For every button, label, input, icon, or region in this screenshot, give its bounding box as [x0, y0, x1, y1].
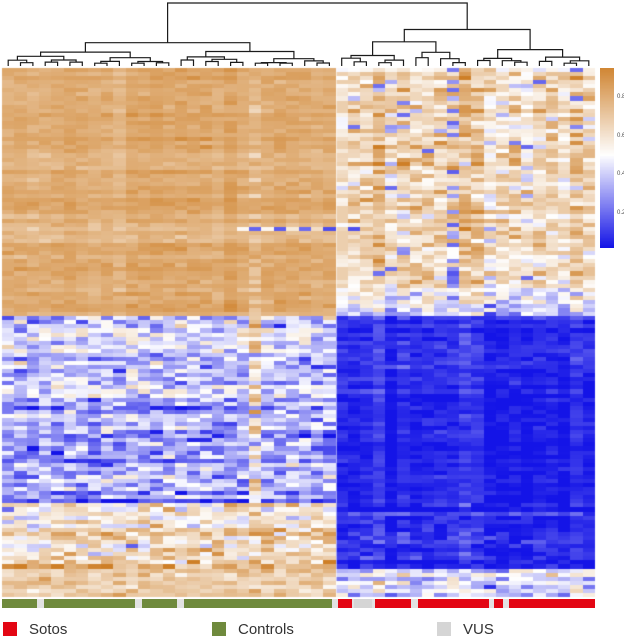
annotation-segment-vus	[354, 599, 372, 608]
annotation-segment-controls	[2, 599, 37, 608]
annotation-segment-sotos	[509, 599, 595, 608]
colorbar-tick-label: 0.2	[617, 210, 624, 217]
legend: Sotos Controls VUS	[0, 619, 624, 639]
annotation-segment-controls	[142, 599, 177, 608]
annotation-segment-sotos	[494, 599, 503, 608]
annotation-bar	[2, 599, 595, 608]
legend-swatch-controls	[212, 622, 226, 636]
colorbar-gradient	[600, 68, 614, 248]
annotation-segment-controls	[44, 599, 135, 608]
colorbar-tick-label: 0.6	[617, 132, 624, 139]
annotation-segment-controls	[184, 599, 332, 608]
legend-label-controls: Controls	[238, 620, 294, 638]
legend-label-sotos: Sotos	[29, 620, 68, 638]
heatmap-canvas	[0, 0, 624, 600]
legend-label-vus: VUS	[463, 620, 494, 638]
legend-item-sotos: Sotos	[3, 619, 67, 639]
colorbar-tick-label: 0.4	[617, 171, 624, 178]
legend-item-vus: VUS	[437, 619, 494, 639]
annotation-segment-sotos	[338, 599, 352, 608]
legend-swatch-vus	[437, 622, 451, 636]
annotation-segment-sotos	[418, 599, 489, 608]
colorbar-tick-label: 0.8	[617, 94, 624, 101]
legend-item-controls: Controls	[212, 619, 294, 639]
legend-swatch-sotos	[3, 622, 17, 636]
annotation-segment-sotos	[375, 599, 411, 608]
